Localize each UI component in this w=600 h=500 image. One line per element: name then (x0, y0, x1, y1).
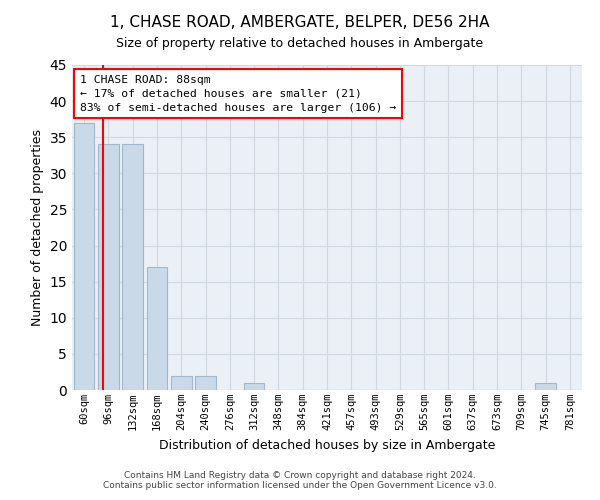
Bar (535, 383, 556, 390)
Bar (98, 144, 119, 390)
X-axis label: Distribution of detached houses by size in Ambergate: Distribution of detached houses by size … (159, 438, 495, 452)
Text: Contains HM Land Registry data © Crown copyright and database right 2024.
Contai: Contains HM Land Registry data © Crown c… (103, 470, 497, 490)
Text: 1 CHASE ROAD: 88sqm
← 17% of detached houses are smaller (21)
83% of semi-detach: 1 CHASE ROAD: 88sqm ← 17% of detached ho… (80, 74, 396, 113)
Bar (171, 376, 191, 390)
Y-axis label: Number of detached properties: Number of detached properties (31, 129, 44, 326)
Text: 1, CHASE ROAD, AMBERGATE, BELPER, DE56 2HA: 1, CHASE ROAD, AMBERGATE, BELPER, DE56 2… (110, 15, 490, 30)
Bar (122, 144, 143, 390)
Bar (244, 383, 265, 390)
Text: Size of property relative to detached houses in Ambergate: Size of property relative to detached ho… (116, 38, 484, 51)
Bar (195, 376, 216, 390)
Bar (74, 123, 94, 390)
Bar (146, 267, 167, 390)
